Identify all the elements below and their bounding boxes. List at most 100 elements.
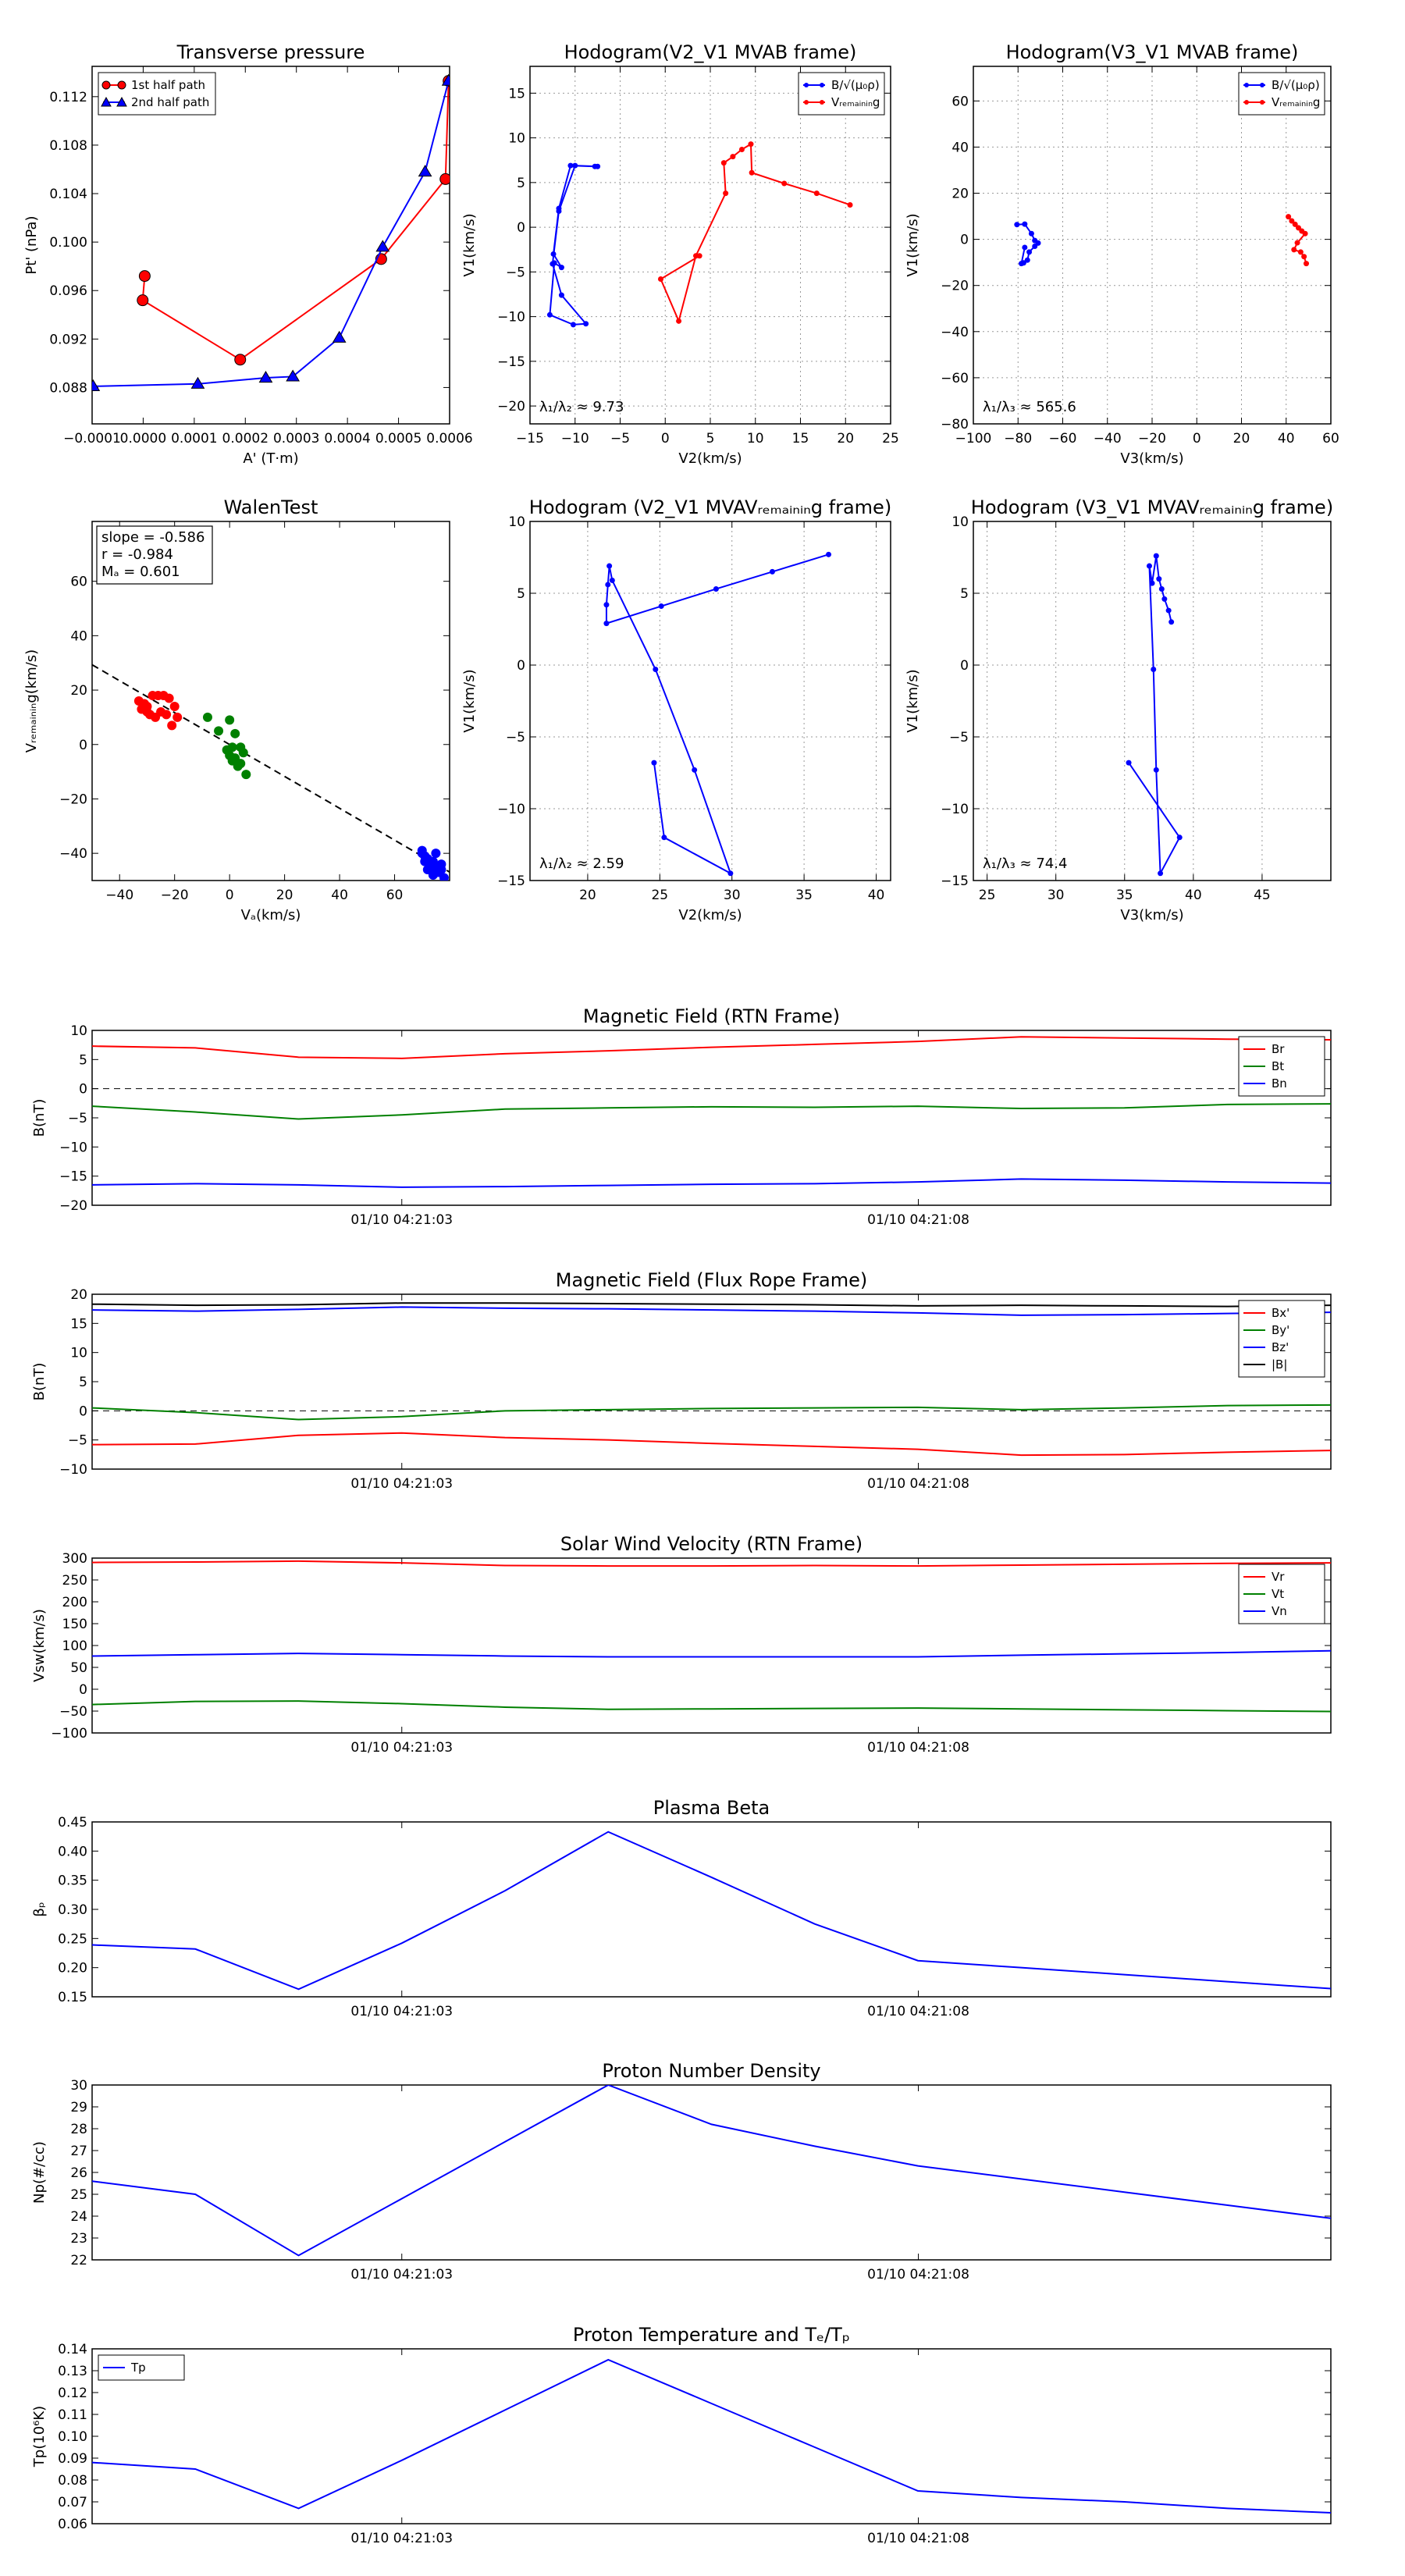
x-tick-label: −20 bbox=[1138, 431, 1166, 447]
series-line-beta bbox=[92, 1831, 1331, 1991]
x-tick-label: 0.0003 bbox=[273, 431, 319, 447]
y-tick-label: −5 bbox=[68, 1433, 87, 1449]
data-point bbox=[1153, 553, 1159, 559]
data-point bbox=[441, 73, 450, 86]
legend-marker bbox=[117, 80, 126, 90]
data-point bbox=[428, 870, 438, 881]
eigen-ratio-label: λ₁/λ₂ ≈ 9.73 bbox=[539, 399, 624, 415]
data-point bbox=[258, 371, 273, 383]
data-point bbox=[1291, 247, 1297, 253]
data-point bbox=[781, 180, 788, 187]
data-point bbox=[730, 154, 736, 160]
data-point bbox=[1032, 243, 1038, 249]
data-point bbox=[567, 162, 574, 169]
data-point bbox=[1151, 667, 1157, 673]
y-tick-label: −40 bbox=[59, 846, 87, 862]
y-tick-label: 0.06 bbox=[58, 2517, 87, 2532]
data-point bbox=[417, 849, 427, 859]
data-point bbox=[692, 767, 698, 773]
y-tick-label: 0.07 bbox=[58, 2495, 87, 2510]
chart-title: Hodogram (V2_V1 MVAVᵣₑₘₐᵢₙᵢₙg frame) bbox=[529, 496, 891, 518]
legend-label: Br bbox=[1272, 1042, 1285, 1056]
data-point bbox=[214, 726, 224, 736]
series-line-2nd half path bbox=[93, 80, 450, 387]
series-group bbox=[92, 1831, 1331, 1991]
x-tick-label: 15 bbox=[792, 431, 809, 447]
panel-h21r: Hodogram (V2_V1 MVAVᵣₑₘₐᵢₙᵢₙg frame) −15 −… bbox=[461, 496, 891, 923]
data-point bbox=[651, 760, 657, 766]
y-tick-label: 0.096 bbox=[49, 283, 87, 299]
eigen-ratio-label: λ₁/λ₂ ≈ 2.59 bbox=[539, 856, 624, 872]
data-point bbox=[748, 141, 754, 148]
legend-label: B/√(μ₀ρ) bbox=[831, 78, 880, 92]
x-tick-label: 40 bbox=[1185, 888, 1202, 903]
legend-label: Tp bbox=[130, 2361, 146, 2375]
y-tick-label: 10 bbox=[508, 514, 525, 530]
y-tick-label: 0.104 bbox=[49, 187, 87, 202]
y-tick-label: −10 bbox=[941, 802, 969, 817]
x-tick-label: 5 bbox=[706, 431, 715, 447]
series-group bbox=[92, 1302, 1331, 1457]
x-tick-label: 0 bbox=[661, 431, 670, 447]
series-group bbox=[92, 2085, 1331, 2257]
series-line-B/√(μ₀ρ) bbox=[549, 165, 598, 326]
data-point bbox=[723, 190, 729, 197]
y-tick-label: −15 bbox=[497, 873, 525, 889]
y-tick-label: 30 bbox=[70, 2078, 87, 2094]
legend-box bbox=[98, 72, 216, 116]
data-point bbox=[236, 759, 246, 769]
data-point bbox=[826, 551, 832, 557]
legend-box bbox=[1238, 72, 1325, 116]
data-point bbox=[1026, 249, 1033, 255]
x-tick-label: 01/10 04:21:03 bbox=[350, 2531, 453, 2546]
series-line-Vn bbox=[92, 1649, 1331, 1658]
x-tick-label: 25 bbox=[651, 888, 668, 903]
y-axis-label: V1(km/s) bbox=[905, 669, 921, 732]
axes-frame bbox=[91, 2084, 1332, 2261]
y-tick-label: 25 bbox=[70, 2187, 87, 2203]
fit-line bbox=[91, 664, 450, 873]
data-point bbox=[241, 770, 251, 780]
panel-walen: WalenTest −40 −20 0 20 40 60 −40 −20 0 20 40 60 Vₐ(km… bbox=[23, 496, 450, 923]
data-point bbox=[173, 712, 183, 722]
chart-title: Proton Number Density bbox=[602, 2060, 820, 2082]
data-point bbox=[606, 563, 613, 569]
data-point bbox=[583, 321, 589, 327]
y-tick-label: 10 bbox=[951, 514, 969, 530]
y-axis-label: Pt' (nPa) bbox=[23, 215, 40, 274]
y-axis-label: B(nT) bbox=[31, 1099, 48, 1137]
series-group bbox=[133, 691, 449, 881]
chart-title: Hodogram(V3_V1 MVAB frame) bbox=[1006, 41, 1299, 63]
data-point bbox=[550, 261, 556, 267]
legend-marker bbox=[1244, 100, 1249, 105]
data-point bbox=[658, 603, 664, 610]
x-tick-label: 45 bbox=[1254, 888, 1271, 903]
y-tick-label: 15 bbox=[70, 1316, 87, 1332]
axes-frame bbox=[529, 521, 891, 881]
legend-label: Vr bbox=[1272, 1570, 1285, 1584]
y-tick-label: 28 bbox=[70, 2122, 87, 2137]
x-tick-label: 0.0005 bbox=[375, 431, 422, 447]
x-tick-label: 60 bbox=[386, 888, 404, 903]
data-point bbox=[1301, 254, 1307, 260]
x-tick-label: 01/10 04:21:03 bbox=[350, 1476, 453, 1492]
y-axis-label: V1(km/s) bbox=[461, 669, 478, 732]
x-tick-label: 60 bbox=[1322, 431, 1339, 447]
x-tick-label: 01/10 04:21:08 bbox=[867, 2004, 969, 2019]
legend-marker bbox=[820, 83, 824, 87]
data-point bbox=[550, 251, 557, 257]
series-group bbox=[92, 1560, 1331, 1713]
y-tick-label: 10 bbox=[508, 131, 525, 147]
x-tick-label: 20 bbox=[837, 431, 854, 447]
panel-tp: Proton Temperature and Tₑ/Tₚ 0.06 0.07 0.08… bbox=[31, 2324, 1332, 2546]
x-axis-label: V2(km/s) bbox=[678, 450, 742, 467]
data-point bbox=[138, 270, 151, 283]
x-tick-label: 01/10 04:21:08 bbox=[867, 1740, 969, 1756]
chart-title: Magnetic Field (RTN Frame) bbox=[583, 1005, 840, 1027]
data-point bbox=[1292, 221, 1298, 227]
eigen-ratio-label: λ₁/λ₃ ≈ 74.4 bbox=[983, 856, 1067, 872]
y-tick-label: 15 bbox=[508, 86, 525, 101]
x-tick-label: 0.0002 bbox=[222, 431, 269, 447]
y-tick-label: 0.092 bbox=[49, 332, 87, 347]
